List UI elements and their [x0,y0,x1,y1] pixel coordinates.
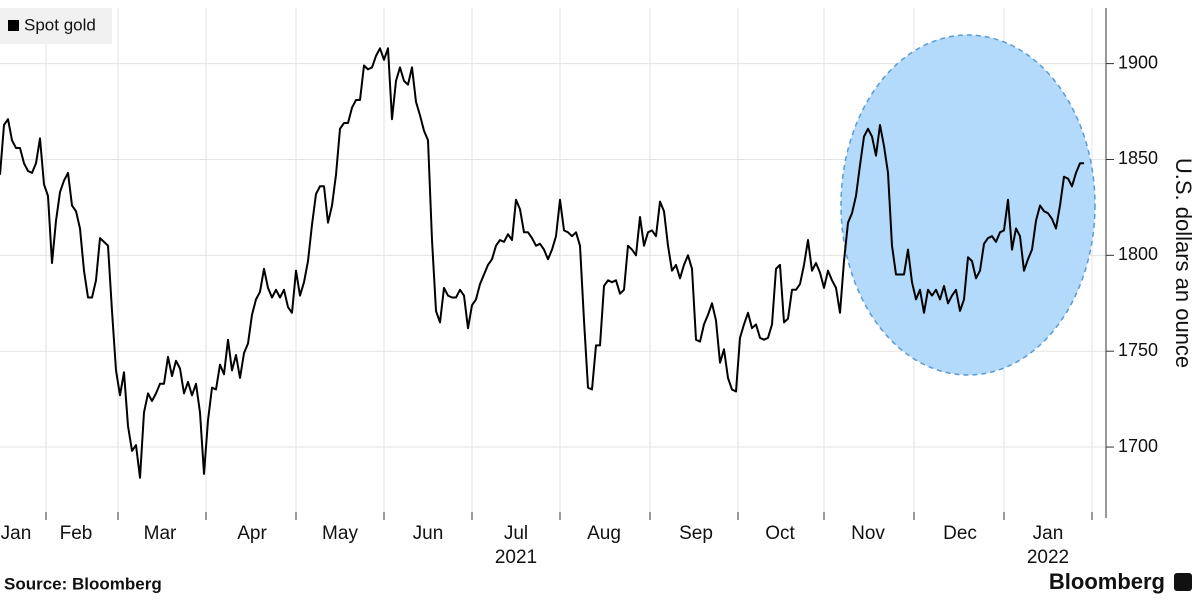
y-axis-label: U.S. dollars an ounce [1171,158,1196,368]
y-tick-label: 1750 [1118,340,1158,360]
x-tick-label: May [322,523,358,544]
plot [0,47,1084,479]
y-tick-label: 1700 [1118,436,1158,456]
y-tick-label: 1850 [1118,148,1158,168]
x-tick-label: Jul [504,523,528,544]
x-tick-label: Jun [413,523,444,544]
highlight-ellipse [840,34,1096,376]
x-year-label: 2021 [495,547,537,568]
x-year-label: 2022 [1027,547,1069,568]
grid: 1700 1750 1800 1850 1900 Jan Feb Mar Apr May Jun Ju… [0,8,1158,568]
source: Source: Bloomberg [4,574,162,593]
series-line [0,47,1084,479]
x-tick-label: Dec [943,523,977,544]
y-tick-label: 1800 [1118,244,1158,264]
logo-icon [1174,573,1192,591]
x-tick-label: Nov [851,523,885,544]
x-tick-label: Feb [60,523,93,544]
y-tick-label: 1900 [1118,52,1158,72]
legend-label: Spot gold [24,15,96,34]
x-tick-label: Mar [144,523,177,544]
legend-swatch [8,20,19,31]
x-tick-label: Aug [587,523,621,544]
x-tick-label: Jan [1,523,32,544]
x-tick-label: Apr [237,523,267,544]
x-tick-label: Sep [679,523,713,544]
x-tick-label: Oct [765,523,795,544]
x-tick-label: Jan [1033,523,1064,544]
logo: Bloomberg [1049,569,1165,594]
